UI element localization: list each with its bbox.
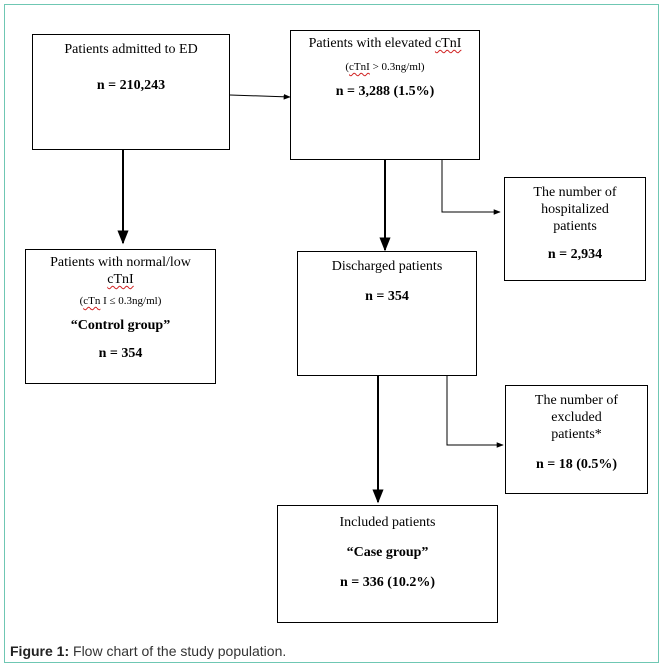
elevated-threshold-post: > 0.3ng/ml) [369, 61, 425, 73]
box-discharged: Discharged patients n = 354 [297, 251, 477, 376]
excluded-label: The number of excluded patients* [506, 392, 647, 443]
hospitalized-label: The number of hospitalized patients [505, 184, 645, 235]
elevated-threshold-pre: ( [345, 61, 350, 73]
elevated-count: n = 3,288 (1.5%) [335, 84, 435, 99]
hospitalized-line2: hospitalized [541, 202, 609, 217]
excluded-count: n = 18 (0.5%) [535, 457, 618, 472]
excluded-line3: patients* [551, 427, 602, 442]
normal-group: “Control group” [70, 318, 171, 333]
normal-title: Patients with normal/low cTnI [26, 254, 215, 288]
normal-threshold-marker: cTn [83, 295, 101, 307]
box-excluded: The number of excluded patients* n = 18 … [505, 385, 648, 494]
elevated-title: Patients with elevated cTnI [291, 35, 479, 52]
elevated-title-text: Patients with elevated [308, 36, 435, 51]
normal-count: n = 354 [98, 346, 143, 361]
hospitalized-line3: patients [553, 219, 597, 234]
normal-marker: cTnI [107, 272, 134, 287]
hospitalized-count: n = 2,934 [547, 247, 603, 262]
arrow-admitted-to-elevated [229, 93, 291, 100]
discharged-count: n = 354 [365, 289, 409, 304]
arrow-elevated-to-hospitalized [441, 160, 501, 215]
box-admitted: Patients admitted to ED n = 210,243 [32, 34, 230, 150]
included-title: Included patients [339, 515, 436, 530]
box-hospitalized: The number of hospitalized patients n = … [504, 177, 646, 281]
discharged-title: Discharged patients [331, 259, 443, 274]
elevated-threshold-marker: cTnI [349, 61, 370, 73]
elevated-title-marker: cTnI [434, 36, 462, 51]
excluded-line1: The number of [534, 393, 619, 408]
normal-threshold-pre: ( [79, 295, 84, 307]
box-elevated: Patients with elevated cTnI (cTnI > 0.3n… [290, 30, 480, 160]
figure-caption: Figure 1: Flow chart of the study popula… [10, 643, 286, 659]
caption-label: Figure 1: [10, 643, 70, 659]
hospitalized-line1: The number of [533, 185, 617, 200]
box-included: Included patients “Case group” n = 336 (… [277, 505, 498, 623]
box-normal: Patients with normal/low cTnI (cTn I ≤ 0… [25, 249, 216, 384]
included-count: n = 336 (10.2%) [339, 575, 436, 590]
elevated-threshold: (cTnI > 0.3ng/ml) [291, 60, 479, 74]
caption-text: Flow chart of the study population. [69, 643, 287, 659]
normal-threshold: (cTn I ≤ 0.3ng/ml) [26, 294, 215, 308]
arrow-discharged-to-excluded [446, 376, 504, 448]
admitted-title: Patients admitted to ED [64, 42, 198, 57]
excluded-line2: excluded [551, 410, 602, 425]
normal-line1: Patients with normal/low [50, 255, 191, 270]
normal-threshold-post: I ≤ 0.3ng/ml) [100, 295, 162, 307]
admitted-count: n = 210,243 [96, 78, 166, 93]
included-group: “Case group” [346, 545, 429, 560]
